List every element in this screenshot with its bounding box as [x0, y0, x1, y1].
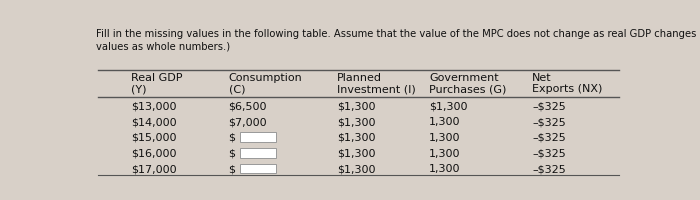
Text: $1,300: $1,300	[337, 101, 375, 111]
Text: 1,300: 1,300	[429, 148, 461, 158]
Text: $6,500: $6,500	[228, 101, 267, 111]
Text: –$325: –$325	[532, 164, 566, 174]
Text: $14,000: $14,000	[131, 117, 176, 126]
Text: $: $	[228, 164, 235, 174]
Text: $15,000: $15,000	[131, 132, 176, 142]
Text: Net: Net	[532, 73, 552, 83]
Text: Fill in the missing values in the following table. Assume that the value of the : Fill in the missing values in the follow…	[96, 29, 700, 52]
Text: $16,000: $16,000	[131, 148, 176, 158]
Text: $17,000: $17,000	[131, 164, 176, 174]
Text: $13,000: $13,000	[131, 101, 176, 111]
Text: –$325: –$325	[532, 148, 566, 158]
Text: –$325: –$325	[532, 101, 566, 111]
Text: Government: Government	[429, 73, 499, 83]
Text: –$325: –$325	[532, 132, 566, 142]
Text: Planned: Planned	[337, 73, 382, 83]
Text: $1,300: $1,300	[337, 132, 375, 142]
Text: $1,300: $1,300	[337, 164, 375, 174]
Text: $: $	[228, 148, 235, 158]
Text: $1,300: $1,300	[337, 148, 375, 158]
Text: (C): (C)	[228, 84, 245, 94]
Text: $1,300: $1,300	[429, 101, 468, 111]
Text: Real GDP: Real GDP	[131, 73, 183, 83]
Text: –$325: –$325	[532, 117, 566, 126]
Text: 1,300: 1,300	[429, 164, 461, 174]
Text: $: $	[228, 132, 235, 142]
FancyBboxPatch shape	[241, 148, 276, 158]
Text: Purchases (G): Purchases (G)	[429, 84, 507, 94]
Text: $7,000: $7,000	[228, 117, 267, 126]
Text: Investment (I): Investment (I)	[337, 84, 416, 94]
Text: Exports (NX): Exports (NX)	[532, 84, 603, 94]
Text: 1,300: 1,300	[429, 117, 461, 126]
FancyBboxPatch shape	[241, 164, 276, 173]
Text: $1,300: $1,300	[337, 117, 375, 126]
FancyBboxPatch shape	[241, 132, 276, 142]
Text: 1,300: 1,300	[429, 132, 461, 142]
Text: (Y): (Y)	[131, 84, 146, 94]
Text: Consumption: Consumption	[228, 73, 302, 83]
